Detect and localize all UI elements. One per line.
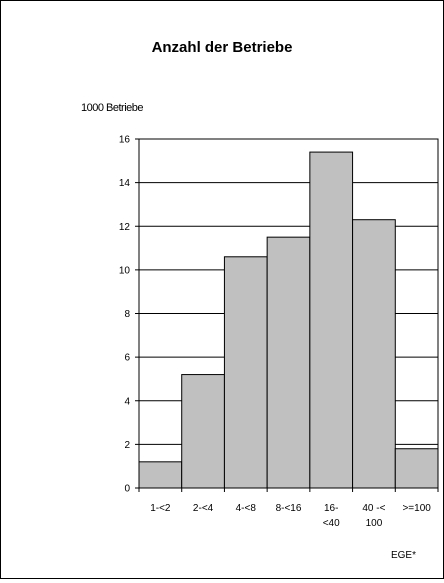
x-tick-label: 4-<8 (236, 503, 257, 514)
bar (223, 256, 268, 489)
axes (135, 138, 439, 492)
y-axis-label: 1000 Betriebe (81, 102, 143, 114)
bar (394, 448, 439, 489)
x-tick-label: 40 -< (362, 503, 385, 514)
chart-title: Anzahl der Betriebe (152, 39, 293, 56)
y-tick-label: 6 (124, 353, 130, 364)
bar (266, 236, 311, 489)
plot-border (138, 138, 439, 489)
y-tick-label: 0 (124, 484, 130, 495)
x-axis-label: EGE* (391, 550, 416, 561)
bar (138, 461, 183, 489)
x-tick-label: >=100 (402, 503, 431, 514)
x-tick-label: 100 (366, 518, 383, 529)
bar (352, 219, 396, 489)
y-tick-label: 16 (119, 135, 131, 146)
y-tick-label: 10 (119, 265, 131, 276)
x-tick-label: 2-<4 (193, 503, 214, 514)
bar (181, 374, 225, 489)
x-tick-label: 1-<2 (150, 503, 171, 514)
y-tick-label: 12 (119, 222, 131, 233)
y-tick-label: 8 (124, 309, 130, 320)
y-tick-label: 4 (124, 396, 130, 407)
y-tick-label: 2 (124, 440, 130, 451)
y-tick-label: 14 (119, 178, 131, 189)
tick-labels: 0 2 4 6 8 10 12 14 16 1-<2 2-<4 4-<8 8-<16 16- <40 40 -… (119, 135, 431, 530)
bar (309, 151, 354, 489)
x-tick-label: 8-<16 (276, 503, 302, 514)
bars (138, 151, 439, 489)
x-tick-label: 16- (324, 503, 338, 514)
x-tick-label: <40 (323, 518, 340, 529)
